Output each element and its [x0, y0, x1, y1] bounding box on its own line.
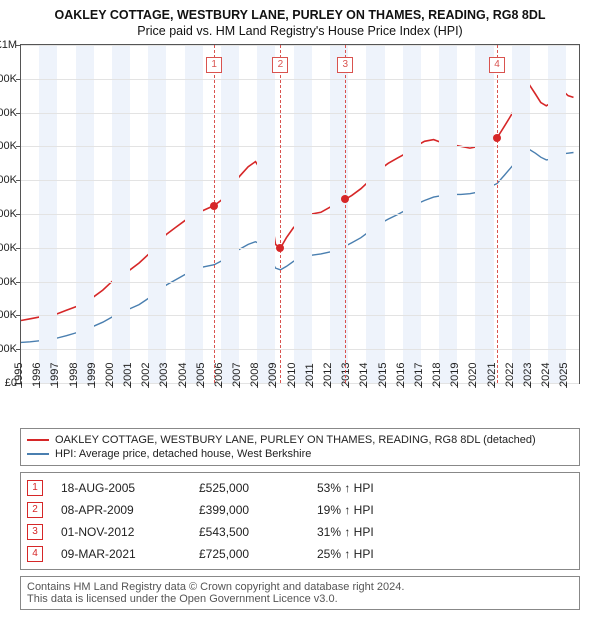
x-axis-label: 2005	[195, 363, 207, 387]
sale-marker-dot	[341, 195, 349, 203]
footnote: Contains HM Land Registry data © Crown c…	[20, 576, 580, 610]
sales-index-box: 1	[27, 480, 43, 496]
gridline	[21, 282, 579, 283]
sales-row: 4 09-MAR-2021 £725,000 25% ↑ HPI	[27, 543, 573, 565]
x-axis-label: 1999	[85, 363, 97, 387]
sales-row: 2 08-APR-2009 £399,000 19% ↑ HPI	[27, 499, 573, 521]
x-axis-label: 2020	[467, 363, 479, 387]
x-axis-label: 2016	[394, 363, 406, 387]
x-axis-label: 2009	[267, 363, 279, 387]
chart-title-line2: Price paid vs. HM Land Registry's House …	[4, 24, 596, 38]
y-axis-label: £800K	[0, 107, 17, 119]
y-axis-label: £900K	[0, 73, 17, 85]
sales-diff: 19% ↑ HPI	[317, 503, 437, 517]
sales-index-box: 3	[27, 524, 43, 540]
x-axis-label: 2015	[376, 363, 388, 387]
legend-label: HPI: Average price, detached house, West…	[55, 448, 311, 460]
x-axis-label: 2002	[140, 363, 152, 387]
footnote-line2: This data is licensed under the Open Gov…	[27, 593, 573, 605]
event-marker-box: 2	[272, 57, 288, 73]
gridline	[21, 214, 579, 215]
sales-diff: 53% ↑ HPI	[317, 481, 437, 495]
sales-price: £543,500	[199, 525, 299, 539]
gridline	[21, 146, 579, 147]
x-axis-label: 2023	[522, 363, 534, 387]
sales-price: £399,000	[199, 503, 299, 517]
gridline	[21, 45, 579, 46]
y-axis-label: £700K	[0, 140, 17, 152]
sale-marker-dot	[210, 202, 218, 210]
x-axis-label: 1998	[67, 363, 79, 387]
sale-marker-dot	[493, 134, 501, 142]
sales-row: 3 01-NOV-2012 £543,500 31% ↑ HPI	[27, 521, 573, 543]
sales-index-box: 4	[27, 546, 43, 562]
sales-index-box: 2	[27, 502, 43, 518]
sales-table: 1 18-AUG-2005 £525,000 53% ↑ HPI 2 08-APR-200…	[20, 472, 580, 570]
legend-swatch	[27, 439, 49, 441]
sales-date: 09-MAR-2021	[61, 547, 181, 561]
x-axis-label: 1997	[49, 363, 61, 387]
legend-label: OAKLEY COTTAGE, WESTBURY LANE, PURLEY ON…	[55, 434, 536, 446]
chart-container: OAKLEY COTTAGE, WESTBURY LANE, PURLEY ON…	[0, 0, 600, 614]
event-line	[280, 45, 281, 383]
x-axis-label: 2010	[285, 363, 297, 387]
sales-diff: 25% ↑ HPI	[317, 547, 437, 561]
legend-item: OAKLEY COTTAGE, WESTBURY LANE, PURLEY ON…	[27, 433, 573, 447]
title-block: OAKLEY COTTAGE, WESTBURY LANE, PURLEY ON…	[4, 8, 596, 38]
legend-item: HPI: Average price, detached house, West…	[27, 447, 573, 461]
gridline	[21, 248, 579, 249]
gridline	[21, 315, 579, 316]
event-line	[214, 45, 215, 383]
x-axis-label: 2003	[158, 363, 170, 387]
sales-price: £725,000	[199, 547, 299, 561]
y-axis-label: £600K	[0, 174, 17, 186]
y-axis-label: £1M	[0, 39, 17, 51]
x-axis-label: 2008	[249, 363, 261, 387]
x-axis-label: 2000	[104, 363, 116, 387]
gridline	[21, 79, 579, 80]
gridline	[21, 180, 579, 181]
x-axis-label: 2007	[231, 363, 243, 387]
y-axis-label: £300K	[0, 276, 17, 288]
legend-swatch	[27, 453, 49, 455]
x-axis-label: 2001	[122, 363, 134, 387]
sales-price: £525,000	[199, 481, 299, 495]
event-marker-box: 3	[337, 57, 353, 73]
x-axis-label: 2017	[413, 363, 425, 387]
gridline	[21, 113, 579, 114]
plot-area: £0£100K£200K£300K£400K£500K£600K£700K£80…	[20, 44, 580, 384]
x-axis-label: 2011	[304, 363, 316, 387]
event-marker-box: 1	[206, 57, 222, 73]
y-axis-label: £100K	[0, 343, 17, 355]
x-axis-label: 2012	[322, 363, 334, 387]
sale-marker-dot	[276, 244, 284, 252]
y-axis-label: £400K	[0, 242, 17, 254]
x-axis-label: 1996	[31, 363, 43, 387]
event-line	[497, 45, 498, 383]
sales-diff: 31% ↑ HPI	[317, 525, 437, 539]
x-axis-label: 2019	[449, 363, 461, 387]
sales-date: 01-NOV-2012	[61, 525, 181, 539]
footnote-line1: Contains HM Land Registry data © Crown c…	[27, 581, 573, 593]
x-axis-label: 2018	[431, 363, 443, 387]
sales-row: 1 18-AUG-2005 £525,000 53% ↑ HPI	[27, 477, 573, 499]
x-axis-label: 2022	[503, 363, 515, 387]
x-axis-label: 2025	[558, 363, 570, 387]
legend: OAKLEY COTTAGE, WESTBURY LANE, PURLEY ON…	[20, 428, 580, 466]
x-axis-label: 2004	[176, 363, 188, 387]
event-line	[345, 45, 346, 383]
sales-date: 18-AUG-2005	[61, 481, 181, 495]
x-axis-label: 1995	[13, 363, 25, 387]
gridline	[21, 349, 579, 350]
chart-title-line1: OAKLEY COTTAGE, WESTBURY LANE, PURLEY ON…	[4, 8, 596, 22]
event-marker-box: 4	[489, 57, 505, 73]
x-axis-label: 2024	[540, 363, 552, 387]
sales-date: 08-APR-2009	[61, 503, 181, 517]
y-axis-label: £200K	[0, 309, 17, 321]
y-axis-label: £500K	[0, 208, 17, 220]
x-axis-label: 2014	[358, 363, 370, 387]
x-axis-label: 2021	[485, 363, 497, 387]
